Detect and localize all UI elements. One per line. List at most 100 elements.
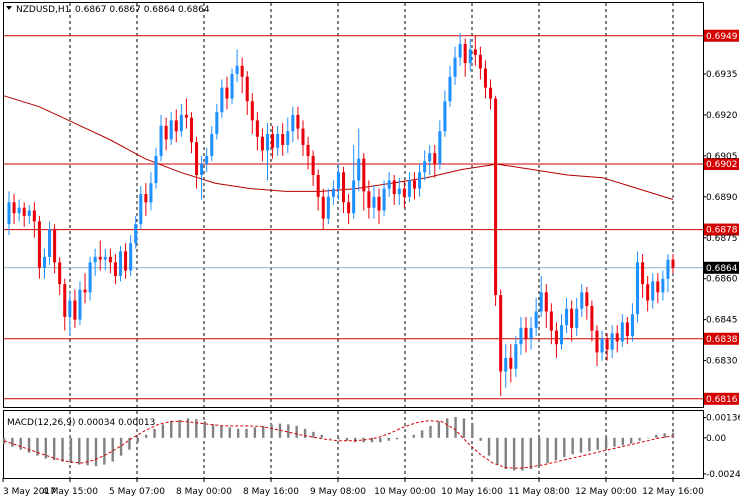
macd-label: MACD(12,26,9) [7,418,75,428]
macd-bar [94,437,98,467]
macd-bar [362,437,365,443]
candle-bull [666,259,670,279]
macd-bar [153,428,156,438]
grid-layer [69,3,674,478]
candle-bear [392,180,396,195]
candle-bull [575,308,579,328]
candle-bull [580,292,584,309]
macd-bar [228,427,231,438]
level-badge [704,223,739,236]
candle-bear [108,256,112,263]
macd-bar [412,434,415,438]
candle-bull [539,292,543,312]
candle-bear [544,292,548,312]
macd-bar [195,419,198,438]
level-badge-label: 0.6902 [706,160,738,170]
price-tick-label: 0.6935 [706,70,738,80]
macd-bar [103,437,106,465]
candle-bear [549,311,553,331]
macd-bar [496,437,499,465]
macd-bar [613,437,616,447]
macd-bar [563,437,566,458]
candle-bear [189,117,193,143]
candle-bull [48,229,52,257]
candle-bear [195,142,199,175]
candle-bear [585,292,589,306]
candle-bear [554,330,558,345]
candle-bear [499,295,503,372]
candle-bull [149,183,153,203]
candle-bear [53,229,57,263]
macd-bar [504,437,507,470]
time-label: 12 May 00:00 [575,487,637,497]
macd-tick-label: 0.00 [706,434,726,444]
time-label: 10 May 00:00 [374,487,436,497]
candle-bull [291,114,295,132]
macd-histogram [2,416,675,471]
macd-bar [604,437,608,449]
macd-bar [287,424,290,438]
candle-bull [336,172,340,189]
macd-bar [521,437,524,471]
candle-bull [331,188,335,197]
macd-signal-line [3,420,674,469]
candle-bull [514,344,518,369]
candle-bull [276,134,280,148]
macd-bar [203,421,206,438]
candle-bull [118,251,123,276]
candle-bear [605,338,609,350]
current-price-badge [704,261,739,274]
candle-bear [671,259,675,268]
candle-bull [468,49,472,64]
macd-bar [52,437,56,461]
collapse-triangle-icon[interactable] [6,6,12,10]
horizontal-levels: 0.6949 0.6902 0.6878 0.6838 0.6816 0.6864 [4,29,739,405]
candle-bear [641,262,645,285]
candle-bull [382,188,386,211]
macd-bar [11,437,14,447]
candle-bear [245,76,249,102]
candle-bear [433,153,437,165]
candle-bull [559,325,564,345]
macd-signal-line [3,420,674,469]
macd-bar [86,437,89,466]
candle-bear [174,120,178,132]
macd-bar [546,437,549,464]
macd-bar [178,419,181,438]
candle-bull [200,164,204,175]
time-label: 9 May 08:00 [310,487,366,497]
candle-bull [387,180,391,189]
price-tick-label: 0.6845 [706,316,738,326]
candle-bear [489,87,493,99]
macd-bar [220,425,223,438]
macd-tick-label: -0.00242 [706,470,740,480]
time-label: 3 May 2017 [3,487,56,497]
macd-bar [119,437,123,456]
candle-bear [184,114,188,118]
candle-bear [301,128,305,145]
candle-bull [453,57,457,77]
candle-bear [73,300,77,320]
candle-bear [656,281,660,293]
candle-bear [164,125,168,140]
macd-bar [136,437,139,443]
macd-bar [579,437,583,453]
candle-bull [154,155,158,184]
macd-bar [379,437,382,443]
macd-bar [36,437,39,456]
macd-bar [471,422,474,438]
candle-bear [83,289,87,293]
candle-bull [397,188,401,195]
candle-bear [260,136,264,151]
price-axis: 0.69350.69200.69050.68900.68750.68600.68… [703,70,738,367]
level-badge [704,29,739,42]
macd-bar [128,437,131,450]
candle-bear [463,43,467,64]
macd-bar [387,437,390,441]
symbol-timeframe: NZDUSD,H1 [16,5,70,15]
candle-bear [281,134,285,145]
macd-bar [44,437,48,459]
candle-bear [509,357,513,369]
macd-bar [395,437,399,440]
